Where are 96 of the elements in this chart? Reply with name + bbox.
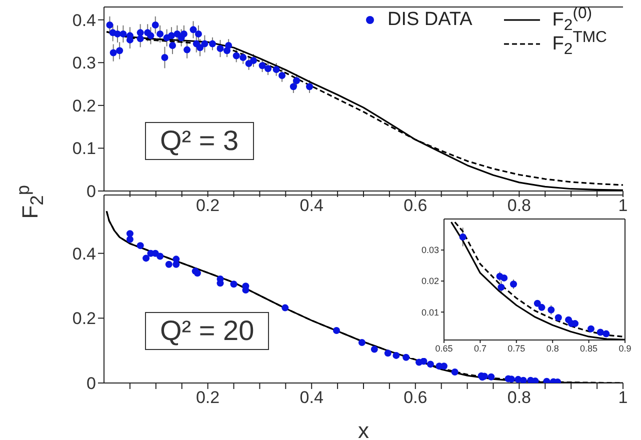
x-tick-label: 0.8 xyxy=(507,196,532,216)
point xyxy=(169,42,176,50)
point xyxy=(201,40,208,48)
point xyxy=(172,260,180,268)
x-axis-title: x xyxy=(358,418,369,440)
point xyxy=(136,29,144,36)
point xyxy=(548,306,555,314)
point xyxy=(306,83,314,90)
x-tick-label: 1 xyxy=(618,388,628,408)
point xyxy=(216,45,224,52)
point xyxy=(534,300,541,307)
point xyxy=(232,52,240,60)
point xyxy=(156,30,164,38)
point xyxy=(459,233,466,240)
y-tick-label: 0.1 xyxy=(72,139,96,158)
point xyxy=(184,46,191,54)
x-tick-label: 0.2 xyxy=(196,196,220,216)
point xyxy=(126,236,134,243)
y-tick-label: 0.4 xyxy=(72,244,96,264)
point xyxy=(500,274,508,282)
point xyxy=(258,62,266,70)
point xyxy=(136,35,144,42)
point xyxy=(384,350,392,357)
point xyxy=(290,83,297,90)
point xyxy=(240,54,247,61)
point xyxy=(370,346,378,353)
x-tick-label: 0.8 xyxy=(546,343,559,354)
x-tick-label: 0.8 xyxy=(507,388,532,408)
point xyxy=(420,358,428,365)
y-tick-label: 0.2 xyxy=(72,96,96,116)
point xyxy=(196,44,204,52)
point xyxy=(190,26,197,34)
y-tick-label: 0.01 xyxy=(421,307,439,318)
point xyxy=(180,30,188,38)
x-tick-label: 0.7 xyxy=(474,343,486,354)
annotation: Q² = 20 xyxy=(145,312,270,350)
point xyxy=(230,280,238,288)
point xyxy=(278,72,286,79)
x-tick-label: 0.65 xyxy=(435,343,453,354)
point xyxy=(194,30,202,38)
point xyxy=(250,56,257,64)
point xyxy=(602,330,610,338)
point xyxy=(264,65,272,72)
y-tick-label: 0.02 xyxy=(421,276,439,286)
x-tick-label: 0.75 xyxy=(508,343,526,354)
point xyxy=(156,252,164,260)
y-tick-label: 0 xyxy=(86,374,96,394)
point xyxy=(152,21,159,28)
y-tick-label: 0.03 xyxy=(421,245,439,256)
point xyxy=(402,354,410,361)
x-tick-label: 0.6 xyxy=(404,196,428,216)
point xyxy=(116,47,124,54)
point xyxy=(392,352,400,359)
point xyxy=(272,66,280,73)
point xyxy=(510,280,518,288)
x-tick-label: 0.9 xyxy=(618,343,632,354)
point xyxy=(426,360,434,368)
point xyxy=(282,304,289,312)
x-tick-label: 0.6 xyxy=(404,388,428,408)
point xyxy=(208,40,216,48)
point xyxy=(225,42,232,50)
point xyxy=(451,368,458,376)
x-tick-label: 0.4 xyxy=(300,388,324,408)
point xyxy=(538,304,546,311)
legend-label: DIS DATA xyxy=(387,9,472,31)
point xyxy=(554,314,562,322)
point xyxy=(161,54,168,61)
y-tick-label: 0.3 xyxy=(72,54,96,73)
point xyxy=(126,230,134,238)
point xyxy=(333,326,340,334)
point xyxy=(498,284,505,291)
point xyxy=(165,260,172,268)
point xyxy=(293,77,300,84)
point xyxy=(110,49,117,56)
y-tick-label: 0 xyxy=(86,182,96,202)
point xyxy=(142,254,150,262)
point xyxy=(488,373,495,380)
x-tick-label: 0.85 xyxy=(580,343,598,354)
x-tick-label: 0.4 xyxy=(300,196,324,216)
point xyxy=(114,30,121,38)
point xyxy=(587,325,594,332)
point xyxy=(174,30,181,38)
point xyxy=(596,328,604,336)
x-tick-label: 1 xyxy=(618,196,628,216)
y-tick-label: 0.4 xyxy=(72,10,96,30)
y-tick-label: 0.2 xyxy=(72,309,96,328)
point xyxy=(147,32,154,40)
x-tick-label: 0.2 xyxy=(196,388,220,408)
point xyxy=(168,32,175,40)
annotation: Q² = 3 xyxy=(145,122,254,160)
point xyxy=(543,378,550,383)
point xyxy=(358,338,366,346)
point xyxy=(520,376,527,383)
point xyxy=(106,21,114,28)
point xyxy=(120,30,127,38)
point xyxy=(136,242,144,250)
